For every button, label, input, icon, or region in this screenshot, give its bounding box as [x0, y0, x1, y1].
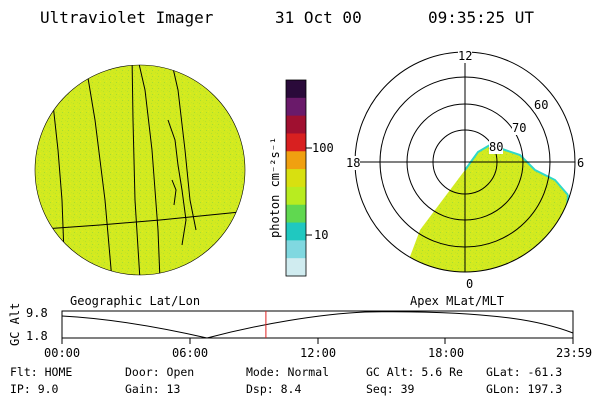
status-gain: Gain: 13 [125, 382, 181, 396]
lat-80-label: 80 [489, 140, 504, 154]
colorbar-unit-label: photon cm⁻²s⁻¹ [268, 136, 282, 238]
xtick-1800: 18:00 [428, 346, 465, 360]
status-seq: Seq: 39 [366, 382, 415, 396]
colorbar-tick-100: 100 [312, 141, 334, 155]
colorbar-swatch [286, 204, 306, 224]
lat-60-label: 60 [534, 98, 549, 112]
colorbar-swatch [286, 222, 306, 241]
xtick-0000: 00:00 [44, 346, 81, 360]
app-title: Ultraviolet Imager [40, 8, 214, 27]
xtick-1200: 12:00 [300, 346, 337, 360]
colorbar-swatch [286, 258, 306, 277]
mlt-0-label: 0 [466, 277, 474, 291]
colorbar-swatch [286, 186, 306, 206]
status-door: Door: Open [125, 365, 195, 379]
status-ip: IP: 9.0 [10, 382, 59, 396]
status-glat: GLat: -61.3 [486, 365, 563, 379]
mlt-6-label: 6 [577, 156, 585, 170]
xtick-2359: 23:59 [556, 346, 593, 360]
colorbar-swatch [286, 115, 306, 134]
status-glon: GLon: 197.3 [486, 382, 563, 396]
mlt-12-label: 12 [458, 49, 473, 63]
colorbar-swatch [286, 240, 306, 259]
mlt-18-label: 18 [346, 156, 361, 170]
altitude-ylabel: GC Alt [8, 302, 22, 346]
polar-plot [354, 51, 576, 273]
colorbar-swatch [286, 169, 306, 188]
colorbar-swatch [286, 151, 306, 170]
status-gc-alt: GC Alt: 5.6 Re [366, 365, 463, 379]
status-flt: Flt: HOME [10, 365, 73, 379]
geographic-image [34, 64, 246, 276]
time-label: 09:35:25 UT [428, 8, 534, 27]
xtick-0600: 06:00 [172, 346, 209, 360]
colorbar-swatch [286, 133, 306, 152]
status-mode: Mode: Normal [246, 365, 330, 379]
status-dsp: Dsp: 8.4 [246, 382, 302, 396]
altitude-ytick-low: 1.8 [26, 329, 48, 343]
colorbar [286, 80, 306, 277]
altitude-plot [61, 310, 574, 344]
colorbar-swatch [286, 80, 306, 99]
date-label: 31 Oct 00 [275, 8, 362, 27]
geographic-panel-label: Geographic Lat/Lon [70, 294, 201, 308]
altitude-ytick-high: 9.8 [26, 306, 48, 320]
colorbar-tick-10: 10 [314, 228, 329, 242]
lat-70-label: 70 [512, 121, 527, 135]
polar-panel-label: Apex MLat/MLT [410, 294, 504, 308]
colorbar-swatch [286, 97, 306, 117]
